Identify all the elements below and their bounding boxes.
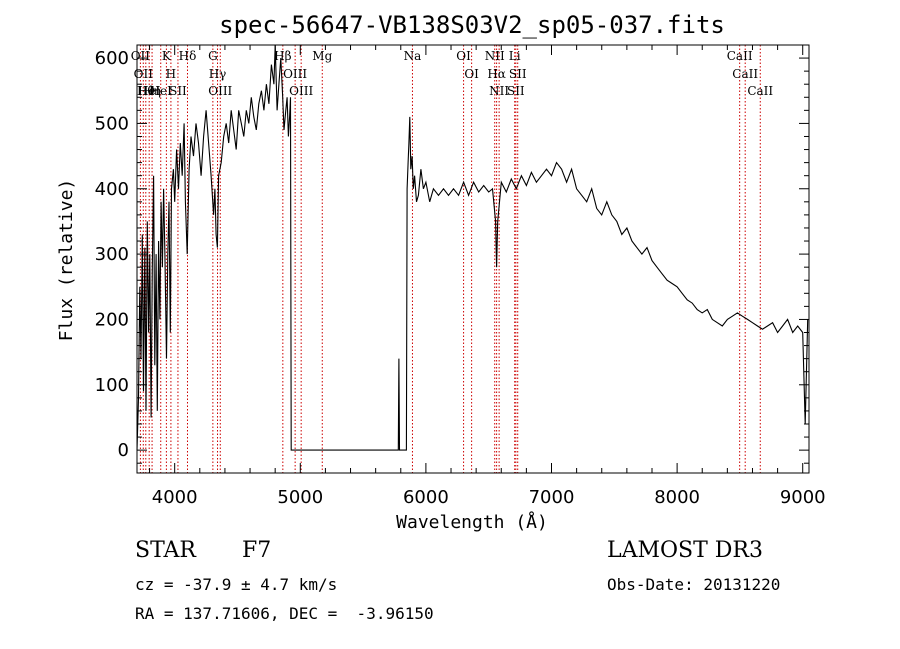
y-tick-label-2: 200 — [95, 309, 129, 330]
y-axis-label: Flux (relative) — [56, 179, 77, 342]
y-tick-label-3: 300 — [95, 244, 129, 265]
observation-date: Obs-Date: 20131220 — [607, 575, 781, 594]
y-axis-ticks: 0 100 200 300 400 500 600 — [95, 44, 809, 464]
line-marker-label-16: Mg — [312, 49, 332, 63]
line-marker-label-9: Hδ — [179, 49, 197, 63]
coordinates-text: RA = 137.71606, DEC = -3.96150 — [135, 604, 434, 623]
line-marker-label-4: Hη — [143, 84, 161, 98]
line-marker-label-0: OII — [131, 49, 151, 63]
line-marker-label-22: NII — [489, 84, 509, 98]
line-marker-label-21: Hα — [487, 67, 506, 81]
line-marker-label-12: OIII — [208, 84, 232, 98]
chart-title: spec-56647-VB138S03V2_sp05-037.fits — [219, 11, 725, 39]
line-marker-label-10: G — [208, 49, 218, 63]
line-marker-label-13: Hβ — [274, 49, 291, 63]
object-subclass: F7 — [242, 538, 272, 563]
x-tick-label-4: 8000 — [654, 487, 700, 508]
y-tick-label-4: 400 — [95, 179, 129, 200]
line-marker-label-28: CaII — [747, 84, 773, 98]
line-marker-label-17: Na — [404, 49, 422, 63]
x-tick-label-5: 9000 — [780, 487, 826, 508]
x-axis-label: Wavelength (Å) — [396, 511, 548, 533]
y-tick-label-5: 500 — [95, 113, 129, 134]
survey-name: LAMOST DR3 — [607, 538, 763, 563]
line-marker-label-15: OIII — [289, 84, 313, 98]
spectrum-series-line — [136, 44, 809, 451]
y-tick-label-1: 100 — [95, 375, 129, 396]
line-marker-label-8: SII — [169, 84, 187, 98]
line-marker-label-27: CaII — [732, 67, 758, 81]
line-marker-label-24: SII — [507, 84, 525, 98]
line-marker-label-25: SII — [509, 67, 527, 81]
object-class: STAR — [135, 538, 196, 563]
line-marker-label-14: OIII — [283, 67, 307, 81]
line-marker-label-19: OI — [464, 67, 479, 81]
y-tick-label-6: 600 — [95, 48, 129, 69]
plot-frame — [136, 44, 810, 474]
x-axis-ticks: 4000 5000 6000 7000 8000 9000 — [149, 45, 826, 508]
line-marker-label-18: OI — [456, 49, 471, 63]
x-tick-label-1: 5000 — [277, 487, 323, 508]
x-tick-label-3: 7000 — [529, 487, 575, 508]
line-marker-label-7: H — [166, 67, 176, 81]
line-marker-label-5: HeI — [150, 84, 173, 98]
line-marker-label-3: HeI — [138, 84, 161, 98]
x-tick-label-0: 4000 — [152, 487, 198, 508]
line-marker-label-23: Li — [509, 49, 521, 63]
line-marker-label-26: CaII — [727, 49, 753, 63]
line-markers — [139, 45, 761, 473]
line-marker-label-2: Hθ — [137, 84, 155, 98]
y-tick-label-0: 0 — [118, 440, 129, 461]
line-marker-label-1: OII — [134, 67, 154, 81]
line-marker-label-11: Hγ — [209, 67, 227, 81]
x-tick-label-2: 6000 — [403, 487, 449, 508]
line-marker-label-6: K — [162, 49, 172, 63]
redshift-text: cz = -37.9 ± 4.7 km/s — [135, 575, 338, 594]
line-marker-label-20: NII — [485, 49, 505, 63]
